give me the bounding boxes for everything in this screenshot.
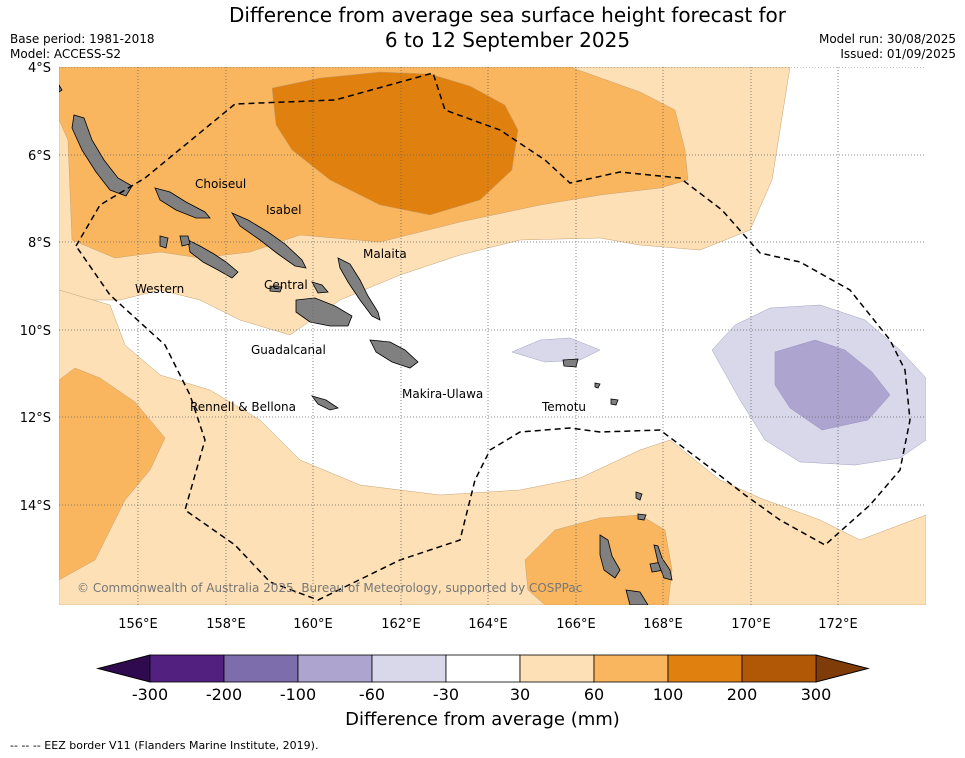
colorbar-swatch <box>371 654 447 683</box>
lat-label: 4°S <box>28 61 51 76</box>
colorbar-extend-high <box>815 654 870 683</box>
island-santa-isabel <box>154 187 211 219</box>
colorbar-tick-label: -300 <box>132 685 168 704</box>
label-makira-ulawa: Makira-Ulawa <box>402 387 483 401</box>
eez-legend: -- -- -- EEZ border V11 (Flanders Marine… <box>10 739 319 752</box>
contour-neg-small <box>511 337 601 363</box>
island-temotu-3 <box>610 398 619 406</box>
meta-right: Model run: 30/08/2025 Issued: 01/09/2025 <box>819 32 956 62</box>
lon-label: 170°E <box>731 617 771 632</box>
colorbar-title: Difference from average (mm) <box>345 709 620 730</box>
contour-60-100-south <box>524 514 673 605</box>
island-malaita <box>337 257 381 321</box>
colorbar-tick-label: -60 <box>359 685 385 704</box>
region-labels: Choiseul Isabel Malaita Western Central … <box>135 177 586 414</box>
contour-60-100-west <box>59 367 166 581</box>
colorbar-tick-label: 300 <box>801 685 832 704</box>
contour-neg-60-100 <box>774 339 891 431</box>
colorbar-swatch <box>223 654 299 683</box>
colorbar-tick-label: -30 <box>433 685 459 704</box>
label-rennell-bellona: Rennell & Bellona <box>190 400 296 414</box>
island-new-georgia <box>187 239 239 279</box>
lat-label: 6°S <box>28 149 51 164</box>
colorbar-swatch <box>149 654 225 683</box>
title-line-1: Difference from average sea surface heig… <box>228 3 787 27</box>
island-temotu-2 <box>594 382 601 389</box>
island-russell <box>311 281 329 294</box>
base-period: Base period: 1981-2018 <box>10 32 155 46</box>
island-isabel-east <box>230 212 307 269</box>
label-isabel: Isabel <box>266 203 301 217</box>
contour-30-60-west <box>59 289 926 605</box>
island-guadalcanal <box>295 297 353 327</box>
lon-label: 158°E <box>206 617 246 632</box>
lon-label: 156°E <box>118 617 158 632</box>
colorbar-swatch <box>519 654 595 683</box>
colorbar-tick-label: 200 <box>727 685 758 704</box>
eez-border <box>75 72 911 601</box>
lat-axis: 4°S 6°S 8°S 10°S 12°S 14°S <box>20 61 51 514</box>
island-bank <box>635 491 643 501</box>
colorbar-tick-label: 30 <box>510 685 530 704</box>
title-line-2: 6 to 12 September 2025 <box>384 28 631 52</box>
colorbar-tick-label: 100 <box>653 685 684 704</box>
copyright-text: © Commonwealth of Australia 2025, Bureau… <box>77 581 582 595</box>
colorbar-swatch <box>297 654 373 683</box>
lon-label: 166°E <box>556 617 596 632</box>
colorbar-swatch <box>667 654 743 683</box>
island-temotu <box>562 358 579 368</box>
colorbar-tick-label: -200 <box>206 685 242 704</box>
label-western: Western <box>135 282 184 296</box>
lon-label: 172°E <box>818 617 858 632</box>
lon-label: 168°E <box>643 617 683 632</box>
label-choiseul: Choiseul <box>195 177 246 191</box>
island-central-florida <box>269 285 283 293</box>
land-masses <box>59 84 673 605</box>
gridlines <box>59 67 926 605</box>
colorbar-swatch <box>741 654 817 683</box>
map-title: Difference from average sea surface heig… <box>180 3 835 53</box>
lon-axis: 156°E 158°E 160°E 162°E 164°E 166°E 168°… <box>118 617 858 632</box>
lat-label: 14°S <box>20 499 51 514</box>
island-bougainville-edge <box>59 84 63 93</box>
lat-label: 8°S <box>28 236 51 251</box>
label-malaita: Malaita <box>363 247 407 261</box>
issued-date: Issued: 01/09/2025 <box>840 47 956 61</box>
colorbar: -300 -200 -100 -60 -30 30 60 100 200 300 <box>96 654 870 704</box>
island-rennell <box>310 395 339 411</box>
colorbar-extend-low <box>96 654 151 683</box>
island-vanuatu-north <box>599 534 621 579</box>
colorbar-swatch <box>445 654 521 683</box>
model-run: Model run: 30/08/2025 <box>818 32 956 46</box>
model-name: Model: ACCESS-S2 <box>10 47 122 61</box>
meta-left: Base period: 1981-2018 Model: ACCESS-S2 <box>10 32 155 62</box>
contour-100-200 <box>271 71 519 216</box>
colorbar-tick-label: 60 <box>584 685 604 704</box>
colorbar-tick-label: -100 <box>280 685 316 704</box>
lon-label: 162°E <box>381 617 421 632</box>
island-bank-2 <box>637 513 647 521</box>
island-choiseul <box>71 114 133 197</box>
lat-label: 10°S <box>20 324 51 339</box>
map-panel: Choiseul Isabel Malaita Western Central … <box>59 67 926 605</box>
colorbar-swatch <box>593 654 669 683</box>
label-guadalcanal: Guadalcanal <box>251 343 326 357</box>
lat-label: 12°S <box>20 411 51 426</box>
label-temotu: Temotu <box>541 400 586 414</box>
island-makira <box>369 339 419 369</box>
lon-label: 164°E <box>468 617 508 632</box>
label-central: Central <box>264 278 308 292</box>
island-kolombangara <box>179 235 191 247</box>
lon-label: 160°E <box>293 617 333 632</box>
island-vanuatu-south <box>625 589 649 605</box>
